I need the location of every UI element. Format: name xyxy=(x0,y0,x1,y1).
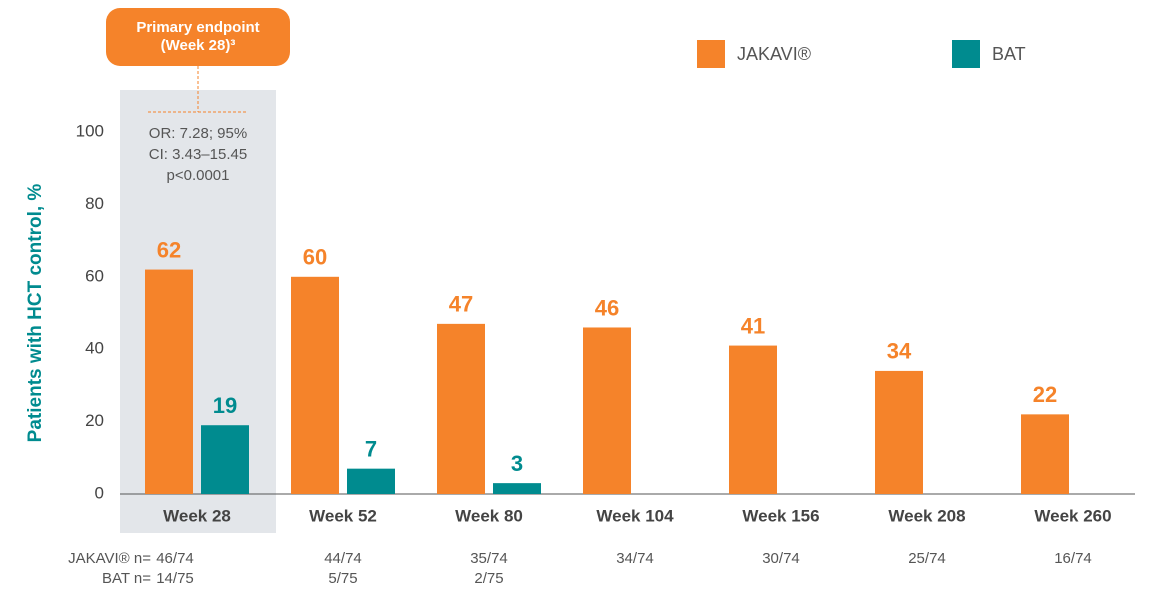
y-tick-label: 40 xyxy=(85,339,104,358)
bar xyxy=(493,483,541,494)
legend-swatch xyxy=(697,40,725,68)
value-label: 34 xyxy=(887,339,912,364)
x-tick-label: Week 80 xyxy=(455,506,523,525)
n-value: 34/74 xyxy=(616,550,654,567)
bar xyxy=(201,425,249,494)
n-value: 30/74 xyxy=(762,550,800,567)
x-tick-label: Week 260 xyxy=(1034,506,1111,525)
value-label: 60 xyxy=(303,245,327,270)
n-value: 16/74 xyxy=(1054,550,1092,567)
n-value: 25/74 xyxy=(908,550,946,567)
x-tick-label: Week 52 xyxy=(309,506,377,525)
y-tick-label: 100 xyxy=(76,121,104,140)
annotation: OR: 7.28; 95% xyxy=(149,125,247,142)
value-label: 62 xyxy=(157,237,181,262)
n-value: 46/74 xyxy=(156,550,194,567)
n-value: 2/75 xyxy=(474,570,503,587)
y-tick-label: 0 xyxy=(95,483,104,502)
x-tick-label: Week 156 xyxy=(742,506,819,525)
y-tick-label: 60 xyxy=(85,266,104,285)
n-value: 35/74 xyxy=(470,550,508,567)
legend-swatch xyxy=(952,40,980,68)
x-tick-label: Week 28 xyxy=(163,506,231,525)
y-tick-label: 20 xyxy=(85,411,104,430)
legend-label: JAKAVI® xyxy=(737,44,811,64)
bar xyxy=(291,276,339,494)
callout-text: Primary endpoint xyxy=(136,19,259,36)
n-row-label: JAKAVI® n= xyxy=(68,550,151,567)
value-label: 7 xyxy=(365,436,377,461)
value-label: 3 xyxy=(511,451,523,476)
value-label: 47 xyxy=(449,292,473,317)
annotation: CI: 3.43–15.45 xyxy=(149,146,247,163)
n-value: 14/75 xyxy=(156,570,194,587)
bar xyxy=(437,323,485,494)
y-axis-label: Patients with HCT control, % xyxy=(25,184,46,443)
bar xyxy=(875,370,923,494)
bar xyxy=(145,269,193,494)
n-row-label: BAT n= xyxy=(102,570,151,587)
value-label: 41 xyxy=(741,313,765,338)
value-label: 46 xyxy=(595,295,619,320)
bar xyxy=(347,468,395,494)
n-value: 44/74 xyxy=(324,550,362,567)
value-label: 19 xyxy=(213,393,237,418)
legend-label: BAT xyxy=(992,44,1026,64)
callout-text: (Week 28)³ xyxy=(161,37,236,54)
bar xyxy=(729,345,777,494)
annotation: p<0.0001 xyxy=(167,167,230,184)
bar xyxy=(1021,414,1069,494)
n-value: 5/75 xyxy=(328,570,357,587)
value-label: 22 xyxy=(1033,382,1057,407)
x-tick-label: Week 208 xyxy=(888,506,965,525)
x-tick-label: Week 104 xyxy=(596,506,674,525)
bar xyxy=(583,327,631,494)
callout-box xyxy=(106,8,290,66)
y-tick-label: 80 xyxy=(85,194,104,213)
